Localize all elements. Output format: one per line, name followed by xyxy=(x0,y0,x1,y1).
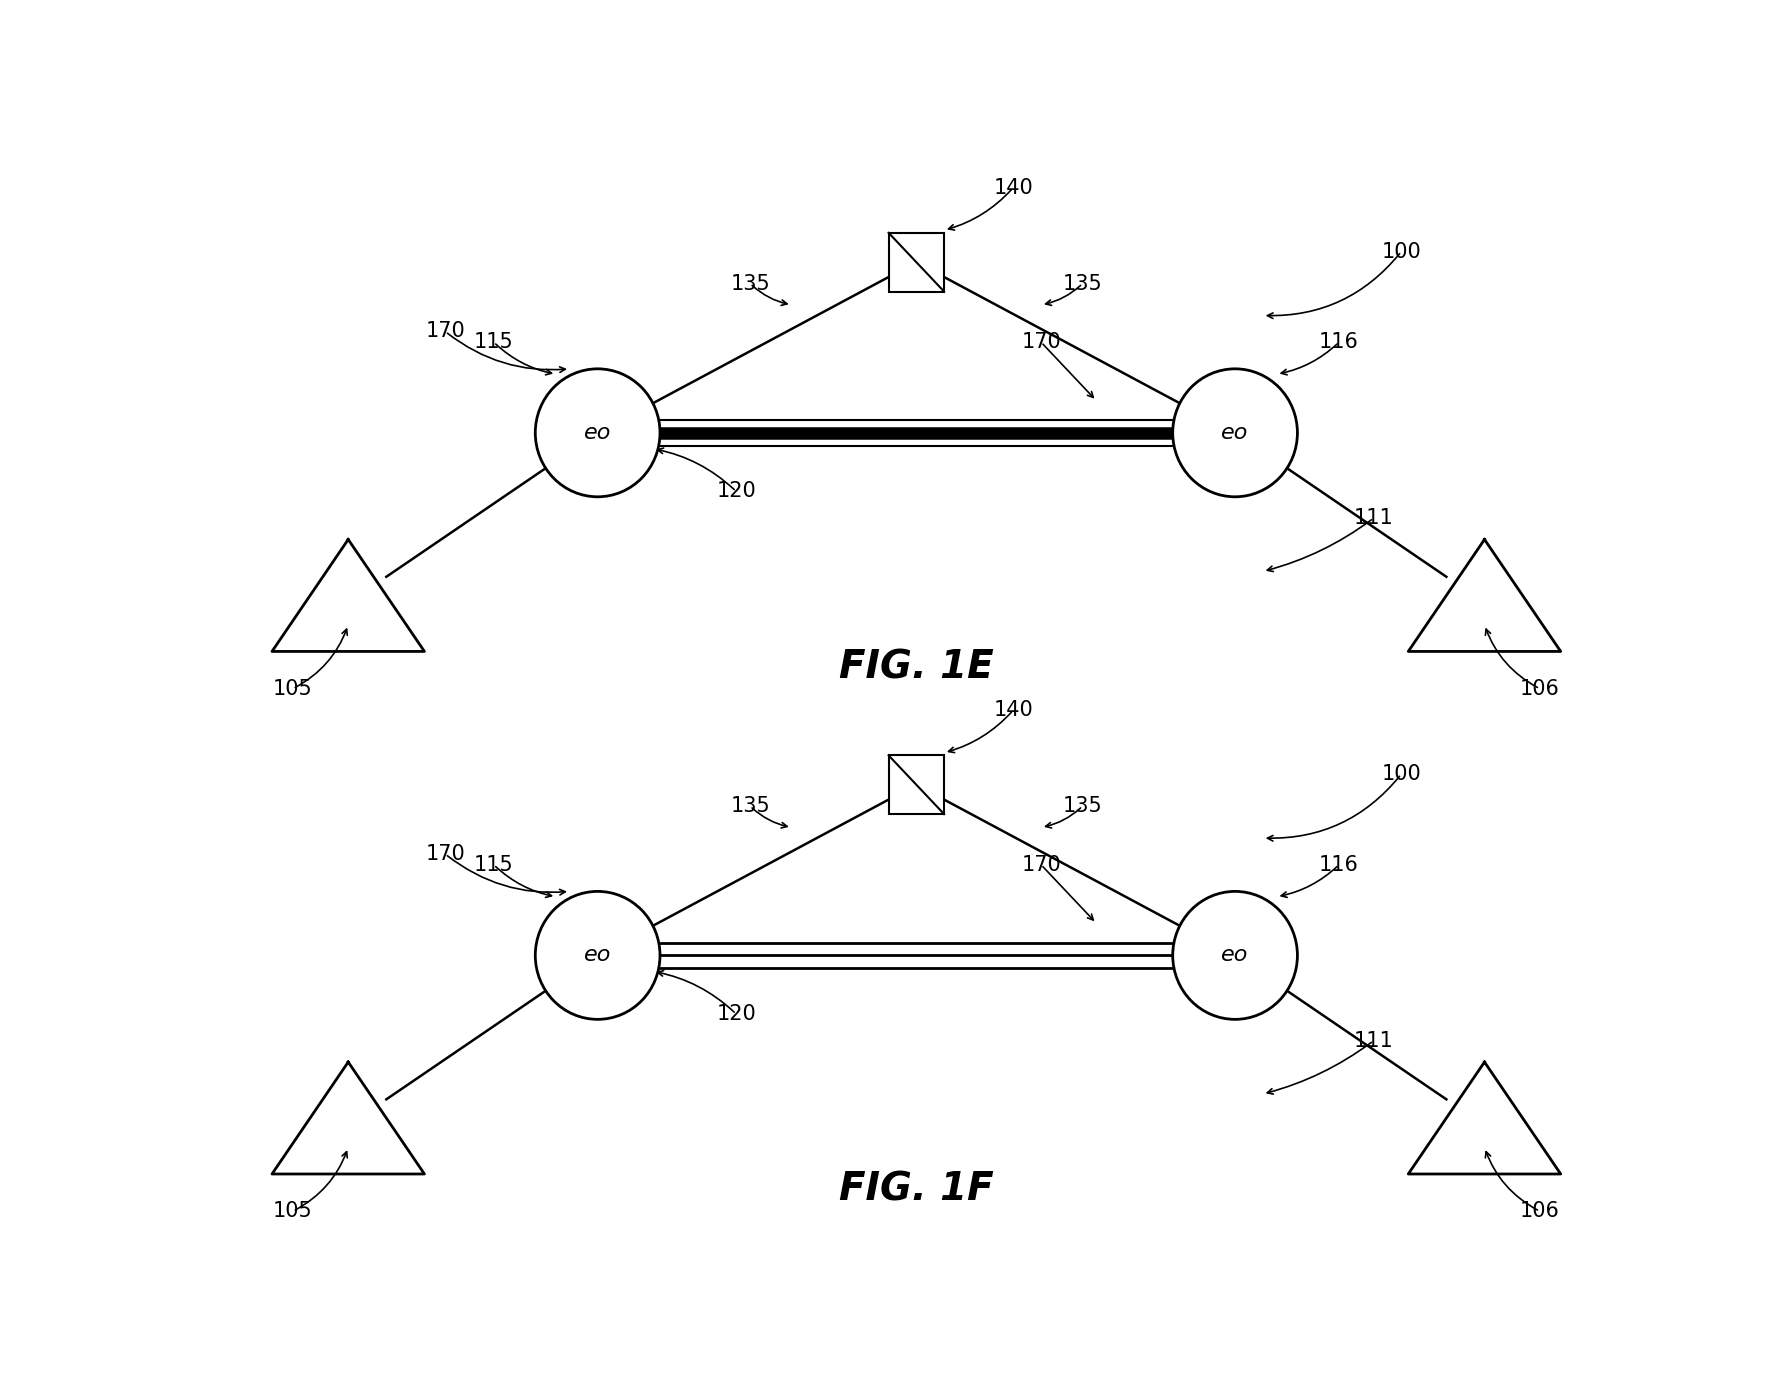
Text: 135: 135 xyxy=(1062,796,1103,816)
Text: 170: 170 xyxy=(1021,332,1060,352)
Text: FIG. 1F: FIG. 1F xyxy=(839,1170,994,1209)
Text: eo: eo xyxy=(1221,422,1248,443)
Bar xyxy=(889,233,944,291)
Text: eo: eo xyxy=(1221,946,1248,965)
Text: 135: 135 xyxy=(1062,273,1103,294)
Ellipse shape xyxy=(535,892,660,1019)
Text: 115: 115 xyxy=(474,855,513,875)
Text: 135: 135 xyxy=(730,273,771,294)
Text: 105: 105 xyxy=(274,1201,313,1222)
Text: 120: 120 xyxy=(717,482,756,501)
Text: 170: 170 xyxy=(426,843,465,864)
Text: eo: eo xyxy=(585,946,611,965)
Text: eo: eo xyxy=(585,422,611,443)
Text: 100: 100 xyxy=(1382,241,1421,262)
Text: 111: 111 xyxy=(1354,1030,1393,1051)
Text: 140: 140 xyxy=(994,699,1033,720)
Text: 140: 140 xyxy=(994,177,1033,198)
Text: 120: 120 xyxy=(717,1004,756,1024)
Text: 100: 100 xyxy=(1382,765,1421,784)
Text: 106: 106 xyxy=(1520,679,1559,699)
Text: 115: 115 xyxy=(474,332,513,352)
Text: FIG. 1E: FIG. 1E xyxy=(839,648,994,687)
Text: 105: 105 xyxy=(274,679,313,699)
Ellipse shape xyxy=(535,368,660,497)
Ellipse shape xyxy=(1173,892,1298,1019)
Text: 116: 116 xyxy=(1320,855,1359,875)
Text: 135: 135 xyxy=(730,796,771,816)
Text: 170: 170 xyxy=(426,321,465,342)
Bar xyxy=(889,755,944,814)
Text: 111: 111 xyxy=(1354,508,1393,528)
Text: 170: 170 xyxy=(1021,855,1060,875)
Text: 116: 116 xyxy=(1320,332,1359,352)
Text: 106: 106 xyxy=(1520,1201,1559,1222)
Ellipse shape xyxy=(1173,368,1298,497)
